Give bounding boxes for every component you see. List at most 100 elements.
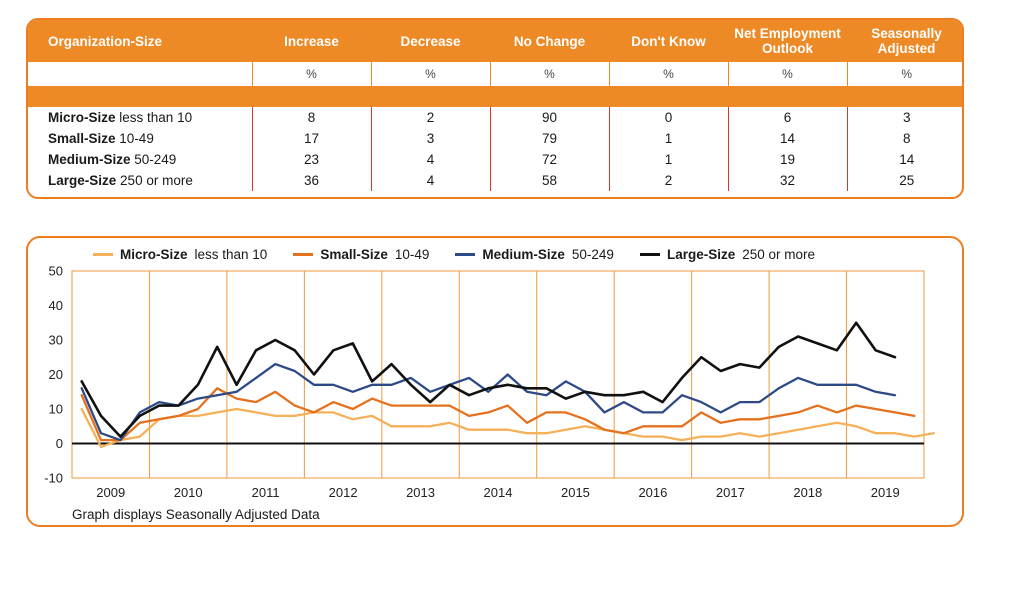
data-point-large (196, 383, 199, 386)
data-point-medium (758, 401, 761, 403)
y-tick-label: 0 (56, 436, 63, 451)
data-point-small (429, 404, 432, 407)
plot-frame (71, 270, 925, 479)
cell-no-change: 72 (489, 149, 609, 170)
data-point-large (874, 349, 877, 352)
header-net-outlook: Net Employment Outlook (728, 20, 847, 62)
data-point-large (777, 346, 780, 348)
legend-range: 250 or more (742, 247, 816, 262)
data-point-large (487, 387, 490, 390)
data-point-small (448, 404, 451, 407)
data-point-medium (390, 383, 393, 386)
data-point-medium (874, 390, 877, 393)
cell-dont-know: 1 (608, 149, 728, 170)
data-point-small (564, 411, 567, 414)
y-tick-label: 50 (49, 264, 63, 279)
data-point-medium (138, 411, 141, 414)
data-point-small (758, 418, 761, 421)
data-point-medium (100, 432, 102, 435)
legend-item-micro: Micro-Size less than 10 (93, 247, 267, 262)
data-point-medium (564, 380, 567, 383)
data-point-large (177, 404, 180, 407)
row-label: Large-Size 250 or more (28, 170, 252, 191)
data-point-medium (429, 390, 432, 393)
data-point-micro (816, 425, 819, 428)
cell-dont-know: 0 (608, 107, 728, 128)
data-point-large (739, 363, 741, 366)
data-point-small (138, 421, 141, 424)
row-size-range: 10-49 (119, 131, 154, 146)
cell-seasonally-adjusted: 3 (846, 107, 962, 128)
table-row: Micro-Size less than 10 8 2 90 0 6 3 (28, 107, 962, 128)
data-point-large (409, 383, 412, 386)
data-point-micro (855, 425, 858, 428)
data-point-small (196, 408, 199, 410)
data-point-small (255, 401, 257, 403)
data-point-small (855, 404, 858, 407)
header-dont-know: Don't Know (609, 20, 728, 62)
data-point-small (835, 411, 838, 414)
row-size-name: Medium-Size (48, 152, 131, 167)
data-point-medium (894, 394, 896, 397)
x-tick-label: 2018 (793, 485, 822, 500)
data-point-small (622, 432, 625, 435)
data-point-medium (80, 387, 83, 390)
series-line-large (80, 321, 897, 438)
cell-dont-know: 2 (608, 170, 728, 191)
data-point-micro (293, 415, 296, 417)
data-point-large (351, 342, 354, 345)
data-point-small (332, 401, 335, 403)
row-label: Micro-Size less than 10 (28, 107, 252, 128)
data-point-micro (487, 428, 490, 431)
data-point-small (719, 421, 722, 424)
data-point-small (681, 425, 683, 428)
data-point-large (719, 370, 722, 372)
data-point-large (584, 390, 587, 393)
data-point-micro (255, 411, 257, 414)
table-row: Large-Size 250 or more 36 4 58 2 32 25 (28, 170, 962, 191)
unit-decrease: % (370, 62, 490, 86)
data-point-micro (874, 432, 877, 435)
data-point-medium (274, 363, 277, 366)
header-increase: Increase (252, 20, 371, 62)
cell-no-change: 58 (489, 170, 609, 191)
legend-item-large: Large-Size 250 or more (639, 247, 816, 262)
data-point-small (506, 404, 509, 407)
cell-seasonally-adjusted: 25 (846, 170, 962, 191)
data-point-medium (855, 383, 858, 386)
data-point-medium (332, 383, 335, 386)
cell-decrease: 3 (370, 128, 490, 149)
header-no-change: No Change (490, 20, 609, 62)
data-point-micro (835, 421, 838, 424)
cell-no-change: 79 (489, 128, 609, 149)
data-point-medium (816, 383, 819, 386)
cell-seasonally-adjusted: 8 (846, 128, 962, 149)
cell-increase: 8 (251, 107, 371, 128)
data-point-micro (100, 446, 102, 448)
data-point-large (894, 356, 896, 359)
data-point-small (816, 404, 819, 407)
x-tick-label: 2009 (96, 485, 125, 500)
cell-net-outlook: 19 (727, 149, 847, 170)
data-point-micro (932, 432, 935, 435)
data-point-large (681, 377, 683, 379)
data-point-medium (545, 394, 548, 397)
data-point-small (894, 411, 896, 414)
trend-chart-panel: 50 40 30 20 10 0 -10 2009 2010 2011 2012 2013 2014 20… (26, 236, 964, 527)
data-point-medium (235, 390, 238, 393)
row-size-range: 250 or more (120, 173, 193, 188)
series-line-micro (80, 407, 935, 449)
data-point-large (235, 383, 238, 386)
data-point-medium (216, 394, 219, 397)
header-decrease: Decrease (371, 20, 490, 62)
data-point-micro (719, 435, 722, 438)
data-point-medium (158, 401, 161, 403)
legend-range: 10-49 (394, 247, 430, 262)
x-tick-label: 2015 (561, 485, 590, 500)
data-point-micro (526, 432, 528, 435)
table-header-row: Organization-Size Increase Decrease No C… (28, 20, 962, 62)
data-point-small (390, 404, 393, 407)
data-point-micro (758, 435, 761, 438)
data-point-large (216, 346, 219, 348)
series-line-small (80, 387, 916, 442)
